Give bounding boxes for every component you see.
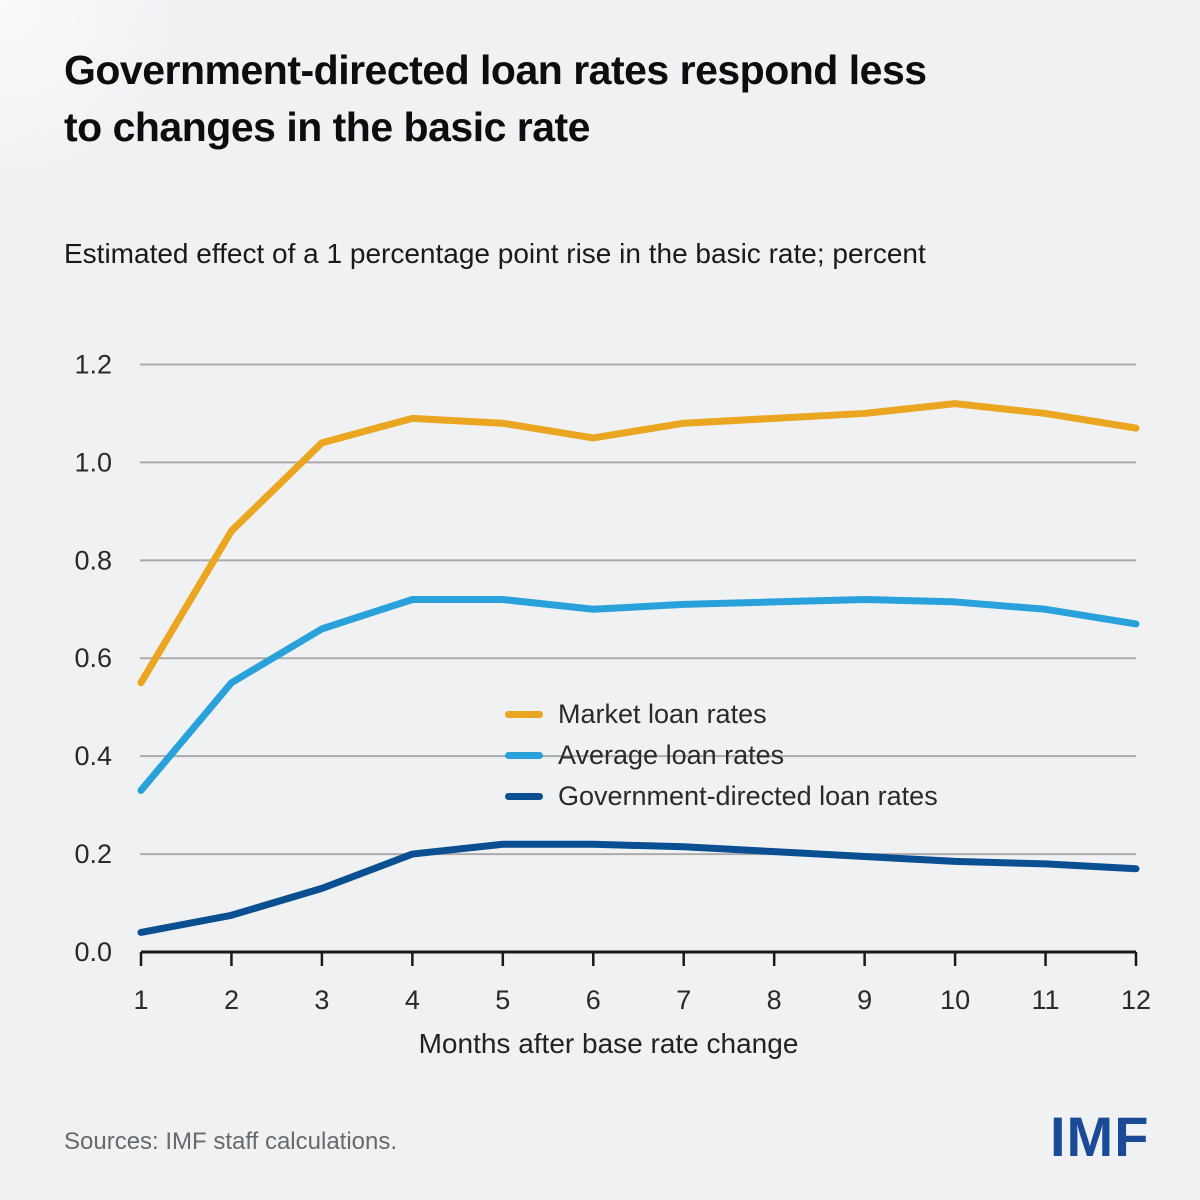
page-title-line1: Government-directed loan rates respond l… — [64, 47, 927, 93]
y-tick-label: 0.6 — [74, 643, 112, 673]
x-tick-label: 3 — [314, 985, 329, 1015]
y-tick-label: 0.8 — [74, 545, 112, 575]
legend-label: Government-directed loan rates — [558, 781, 938, 811]
x-tick-label: 5 — [495, 985, 510, 1015]
x-tick-label: 10 — [940, 985, 970, 1015]
x-axis-title: Months after base rate change — [418, 1028, 799, 1059]
x-tick-label: 4 — [405, 985, 420, 1015]
series-line — [137, 595, 1140, 794]
chart-legend: Market loan rates Average loan rates Gover… — [505, 694, 938, 817]
x-tick-label: 12 — [1121, 985, 1151, 1015]
page-title: Government-directed loan rates respond l… — [64, 42, 1164, 156]
x-tick-label: 1 — [133, 985, 148, 1015]
legend-swatch-line-icon — [505, 793, 543, 800]
legend-item: Average loan rates — [505, 735, 938, 776]
page-title-line2: to changes in the basic rate — [64, 104, 591, 150]
x-tick-label: 2 — [224, 985, 239, 1015]
x-tick-label: 9 — [857, 985, 872, 1015]
legend-swatch-line-icon — [505, 711, 543, 718]
x-tick-label: 11 — [1032, 985, 1060, 1015]
chart-subtitle: Estimated effect of a 1 percentage point… — [64, 238, 926, 269]
y-tick-label: 0.0 — [74, 937, 112, 967]
legend-item: Government-directed loan rates — [505, 776, 938, 817]
y-tick-label: 1.0 — [74, 447, 112, 477]
legend-swatch-line-icon — [505, 752, 543, 759]
imf-logo: IMF — [1050, 1105, 1150, 1168]
y-tick-label: 0.2 — [74, 839, 112, 869]
y-tick-label: 0.4 — [74, 741, 112, 771]
y-tick-label: 1.2 — [74, 349, 112, 379]
sources-note: Sources: IMF staff calculations. — [64, 1128, 398, 1155]
series-line — [137, 400, 1140, 687]
x-tick-label: 7 — [676, 985, 691, 1015]
legend-label: Average loan rates — [558, 740, 785, 770]
legend-item: Market loan rates — [505, 694, 938, 735]
series-line — [137, 840, 1140, 936]
x-tick-label: 6 — [586, 985, 601, 1015]
x-tick-label: 8 — [767, 985, 782, 1015]
legend-label: Market loan rates — [558, 699, 767, 729]
